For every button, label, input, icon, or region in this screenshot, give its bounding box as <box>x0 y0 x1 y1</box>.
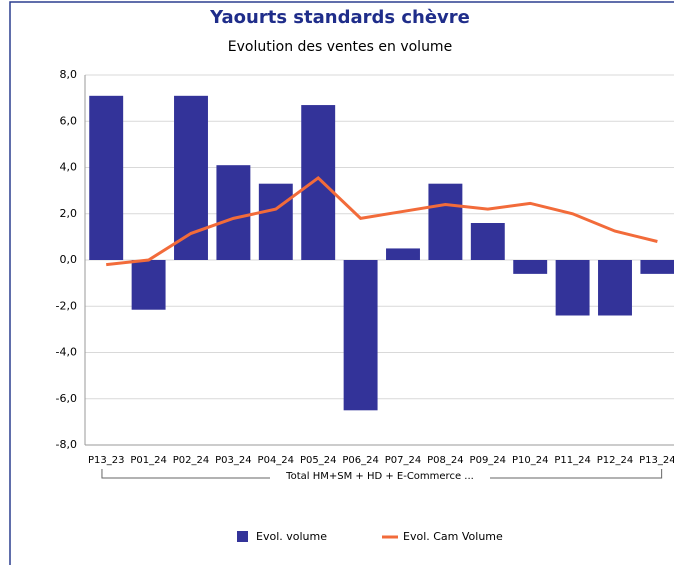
legend-label: Evol. Cam Volume <box>403 530 503 543</box>
x-tick-label: P13_23 <box>88 455 124 466</box>
bar <box>343 260 378 411</box>
x-tick-label: P02_24 <box>173 455 209 466</box>
y-tick-label: 8,0 <box>60 68 78 81</box>
bar <box>470 223 505 260</box>
x-tick-label: P04_24 <box>258 455 294 466</box>
y-tick-label: -2,0 <box>56 299 77 312</box>
y-tick-label: 6,0 <box>60 114 78 127</box>
bar <box>216 165 251 260</box>
legend-label: Evol. volume <box>256 530 327 543</box>
group-label: Total HM+SM + HD + E-Commerce ... <box>285 471 474 482</box>
x-tick-label: P07_24 <box>385 455 421 466</box>
x-tick-label: P10_24 <box>512 455 548 466</box>
x-tick-label: P05_24 <box>300 455 336 466</box>
bar <box>428 183 463 260</box>
bar <box>513 260 548 274</box>
y-tick-label: -4,0 <box>56 346 77 359</box>
x-tick-label: P03_24 <box>215 455 251 466</box>
bar <box>386 248 420 260</box>
x-tick-label: P13_24 <box>639 455 674 466</box>
bar <box>640 260 674 274</box>
chart-title: Yaourts standards chèvre <box>209 7 470 28</box>
x-tick-label: P09_24 <box>470 455 506 466</box>
y-tick-label: -6,0 <box>56 392 77 405</box>
x-tick-label: P12_24 <box>597 455 633 466</box>
y-tick-label: 0,0 <box>60 253 78 266</box>
bar <box>258 183 293 260</box>
bar <box>301 105 336 260</box>
x-tick-label: P11_24 <box>554 455 590 466</box>
x-tick-label: P06_24 <box>342 455 378 466</box>
chart-subtitle: Evolution des ventes en volume <box>228 39 452 55</box>
bar <box>89 95 124 260</box>
bar <box>174 95 208 260</box>
x-tick-label: P01_24 <box>130 455 166 466</box>
bar <box>598 260 632 316</box>
legend-swatch <box>237 531 248 542</box>
bar <box>555 260 590 316</box>
line <box>106 175 658 267</box>
x-tick-label: P08_24 <box>427 455 463 466</box>
group-label-bg <box>270 471 490 485</box>
bar <box>131 260 166 310</box>
y-tick-label: 4,0 <box>60 161 78 174</box>
y-tick-label: 2,0 <box>60 207 78 220</box>
y-tick-label: -8,0 <box>56 438 77 451</box>
